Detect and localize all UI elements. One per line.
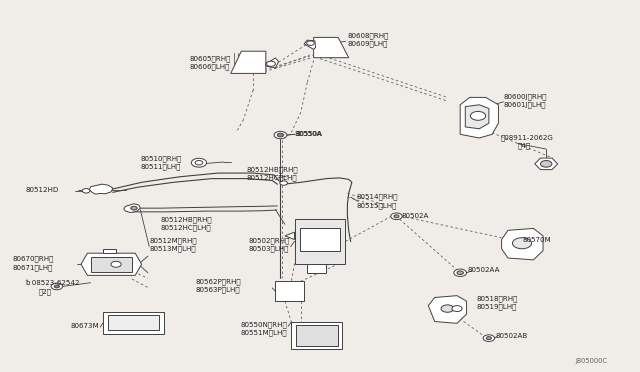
- Text: 80673M: 80673M: [70, 323, 99, 329]
- Text: 80562P〈RH〉: 80562P〈RH〉: [196, 279, 241, 285]
- Text: ␢ 08523-62542: ␢ 08523-62542: [26, 280, 80, 286]
- Circle shape: [394, 215, 399, 218]
- Circle shape: [452, 306, 462, 311]
- Circle shape: [280, 181, 287, 185]
- Text: J805000C: J805000C: [575, 358, 607, 365]
- Polygon shape: [91, 257, 132, 272]
- Text: 80510〈RH〉: 80510〈RH〉: [140, 155, 182, 161]
- Polygon shape: [103, 249, 116, 253]
- Polygon shape: [103, 311, 164, 334]
- Text: 80550A: 80550A: [294, 131, 322, 137]
- Text: 80601J〈LH〉: 80601J〈LH〉: [504, 102, 546, 108]
- Text: 80512HC〈LH〉: 80512HC〈LH〉: [246, 174, 298, 181]
- Text: 80608〈RH〉: 80608〈RH〉: [348, 32, 388, 39]
- Polygon shape: [296, 325, 338, 346]
- Text: 80502AA: 80502AA: [468, 267, 500, 273]
- Polygon shape: [314, 38, 349, 58]
- Polygon shape: [108, 315, 159, 330]
- Circle shape: [83, 189, 90, 193]
- Polygon shape: [81, 253, 141, 275]
- Text: 80512M〈RH〉: 80512M〈RH〉: [149, 237, 197, 244]
- Text: 80515〈LH〉: 80515〈LH〉: [357, 202, 397, 208]
- Text: 80600J〈RH〉: 80600J〈RH〉: [504, 93, 547, 100]
- Circle shape: [307, 41, 314, 45]
- Text: 80605〈RH〉: 80605〈RH〉: [189, 55, 231, 62]
- Text: 〈2〉: 〈2〉: [38, 288, 51, 295]
- Text: 80670〈RH〉: 80670〈RH〉: [13, 256, 54, 262]
- Polygon shape: [304, 40, 316, 49]
- Circle shape: [195, 161, 203, 165]
- Circle shape: [483, 335, 495, 341]
- Circle shape: [540, 161, 552, 167]
- Polygon shape: [291, 322, 342, 349]
- Polygon shape: [294, 219, 346, 263]
- Polygon shape: [266, 58, 278, 68]
- Polygon shape: [285, 232, 294, 240]
- Text: 80550N〈RH〉: 80550N〈RH〉: [241, 321, 287, 328]
- Text: 80512HC〈LH〉: 80512HC〈LH〉: [161, 224, 211, 231]
- Circle shape: [277, 133, 284, 137]
- Text: 80609〈LH〉: 80609〈LH〉: [348, 41, 388, 47]
- Circle shape: [274, 131, 287, 139]
- Circle shape: [191, 158, 207, 167]
- Circle shape: [457, 271, 463, 275]
- Text: 80503〈LH〉: 80503〈LH〉: [248, 246, 289, 252]
- Circle shape: [391, 213, 402, 219]
- Text: 80519〈LH〉: 80519〈LH〉: [477, 304, 517, 310]
- Text: 80502A: 80502A: [401, 212, 429, 218]
- Text: 80502AB: 80502AB: [495, 333, 527, 339]
- Polygon shape: [307, 263, 326, 273]
- Circle shape: [131, 206, 137, 210]
- Text: 80514〈RH〉: 80514〈RH〉: [357, 194, 399, 201]
- Text: 80502〈RH〉: 80502〈RH〉: [248, 237, 290, 244]
- Circle shape: [513, 238, 532, 249]
- Text: 80512HD: 80512HD: [26, 187, 59, 193]
- Text: 80551M〈LH〉: 80551M〈LH〉: [241, 329, 287, 336]
- Polygon shape: [275, 281, 304, 301]
- Text: ⓝ08911-2062G: ⓝ08911-2062G: [500, 134, 553, 141]
- Text: 〈4〉: 〈4〉: [518, 142, 531, 149]
- Polygon shape: [460, 97, 499, 138]
- Polygon shape: [502, 228, 543, 260]
- Text: 80563P〈LH〉: 80563P〈LH〉: [196, 287, 241, 294]
- Text: 80570M: 80570M: [523, 237, 552, 243]
- Circle shape: [54, 285, 60, 288]
- Circle shape: [454, 269, 467, 276]
- Text: 80606〈LH〉: 80606〈LH〉: [189, 64, 230, 70]
- Circle shape: [266, 61, 275, 66]
- Text: 80512HB〈RH〉: 80512HB〈RH〉: [161, 216, 212, 222]
- Polygon shape: [465, 105, 489, 129]
- Polygon shape: [428, 296, 467, 323]
- Polygon shape: [90, 184, 113, 194]
- Circle shape: [486, 337, 492, 340]
- Text: 80513M〈LH〉: 80513M〈LH〉: [149, 246, 196, 252]
- Polygon shape: [300, 228, 340, 251]
- Text: 80671〈LH〉: 80671〈LH〉: [13, 264, 53, 270]
- Circle shape: [470, 112, 486, 120]
- Text: 80518〈RH〉: 80518〈RH〉: [477, 295, 518, 302]
- Polygon shape: [124, 204, 140, 212]
- Text: 80512HB〈RH〉: 80512HB〈RH〉: [246, 166, 298, 173]
- Text: 80550A: 80550A: [296, 131, 323, 137]
- Text: 80511〈LH〉: 80511〈LH〉: [140, 163, 180, 170]
- Circle shape: [441, 305, 454, 312]
- Polygon shape: [231, 51, 266, 73]
- Circle shape: [51, 283, 63, 290]
- Circle shape: [111, 261, 121, 267]
